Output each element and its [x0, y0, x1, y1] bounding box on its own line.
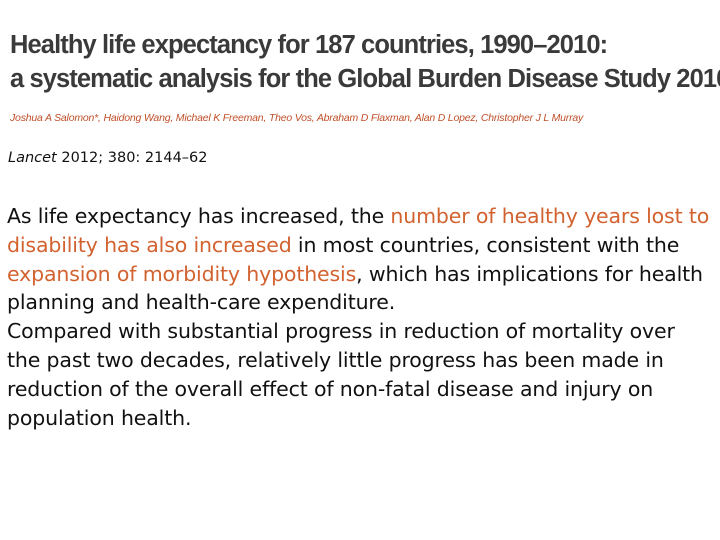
journal-name: Lancet: [8, 150, 57, 166]
summary-text-segment: , which has implications for health plan…: [7, 261, 703, 315]
author-list: Joshua A Salomon*, Haidong Wang, Michael…: [10, 112, 584, 124]
summary-paragraph-2: Compared with substantial progress in re…: [7, 319, 675, 430]
citation-details: 2012; 380: 2144–62: [56, 150, 208, 166]
paper-title-line-1: Healthy life expectancy for 187 countrie…: [10, 31, 608, 59]
highlight-morbidity-hypothesis: expansion of morbidity hypothesis: [7, 261, 357, 286]
summary-text-segment: in most countries, consistent with the: [291, 232, 680, 257]
paper-title: Healthy life expectancy for 187 countrie…: [10, 28, 720, 96]
highlight-healthy-years-lost: number of healthy years lost to disabili…: [7, 204, 710, 257]
paper-title-line-2: a systematic analysis for the Global Bur…: [10, 65, 720, 93]
summary-text-segment: As life expectancy has increased, the: [7, 204, 391, 228]
summary-paragraph-1: As life expectancy has increased, the nu…: [7, 202, 713, 317]
citation: Lancet 2012; 380: 2144–62: [8, 148, 208, 168]
summary-text: As life expectancy has increased, the nu…: [7, 202, 713, 432]
